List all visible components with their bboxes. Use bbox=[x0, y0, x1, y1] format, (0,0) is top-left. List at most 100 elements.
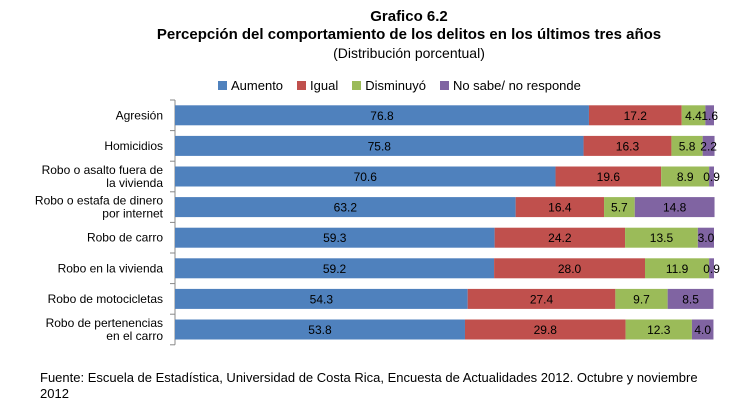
bar-segment-aumento bbox=[175, 288, 468, 309]
chart-legend: Aumento Igual Disminuyó No sabe/ no respond… bbox=[218, 78, 595, 93]
data-label: 8.9 bbox=[677, 170, 694, 184]
data-label: 8.5 bbox=[682, 292, 699, 306]
bar-segment-no-sabe-no-responde bbox=[709, 166, 714, 187]
chart-subtitle-2: (Distribución porcentual) bbox=[333, 45, 485, 61]
legend-label: Aumento bbox=[231, 78, 284, 93]
bar-segment-igual bbox=[588, 105, 682, 126]
category-label-line: en el carro bbox=[106, 329, 163, 343]
category-label-line: Robo o estafa de dinero bbox=[35, 194, 163, 208]
category-label-line: Robo o asalto fuera de bbox=[42, 163, 164, 177]
data-label: 5.7 bbox=[611, 201, 628, 215]
bar-segment-disminuy- bbox=[625, 319, 692, 340]
legend-swatch bbox=[297, 81, 307, 90]
category-label-line: la vivienda bbox=[106, 176, 163, 190]
data-label: 2.2 bbox=[700, 139, 717, 153]
data-label: 3.0 bbox=[698, 231, 715, 245]
bar-segment-disminuy- bbox=[615, 288, 668, 309]
legend-label: No sabe/ no responde bbox=[452, 78, 581, 93]
data-label: 14.8 bbox=[663, 201, 687, 215]
category-label: Homicidios bbox=[104, 139, 163, 153]
bar-segment-igual bbox=[583, 135, 672, 156]
bar-segment-disminuy- bbox=[645, 258, 710, 279]
data-label: 0.9 bbox=[703, 170, 720, 184]
bar-segment-no-sabe-no-responde bbox=[634, 197, 715, 218]
data-label: 13.5 bbox=[650, 231, 674, 245]
data-label: 4.4 bbox=[685, 109, 702, 123]
data-label: 29.8 bbox=[534, 323, 558, 337]
data-label: 70.6 bbox=[354, 170, 378, 184]
data-label: 0.9 bbox=[703, 262, 720, 276]
chart-titles: Grafico 6.2 Percepción del comportamient… bbox=[0, 8, 750, 62]
bar-segment-igual bbox=[494, 258, 646, 279]
legend-item: Igual bbox=[297, 78, 338, 93]
bar-segment-disminuy- bbox=[681, 105, 706, 126]
legend-item: No sabe/ no responde bbox=[439, 78, 581, 93]
category-label: Robo de pertenencias en el carro bbox=[46, 316, 164, 343]
data-label: 9.7 bbox=[633, 292, 650, 306]
data-label: 53.8 bbox=[308, 323, 332, 337]
category-label-line: por internet bbox=[102, 207, 163, 221]
chart-title: Grafico 6.2 bbox=[370, 8, 448, 25]
bar-segment-no-sabe-no-responde bbox=[697, 227, 714, 248]
bar-segment-igual bbox=[464, 319, 626, 340]
bar-segment-aumento bbox=[175, 319, 465, 340]
bar-segment-no-sabe-no-responde bbox=[691, 319, 714, 340]
bar-segment-disminuy- bbox=[604, 197, 635, 218]
category-label: Robo de motocicletas bbox=[48, 292, 163, 306]
bar-segment-disminuy- bbox=[661, 166, 710, 187]
category-label-line: Robo de motocicletas bbox=[48, 292, 163, 306]
data-label: 63.2 bbox=[334, 201, 358, 215]
legend-label: Disminuyó bbox=[365, 78, 426, 93]
data-label: 16.3 bbox=[616, 139, 640, 153]
category-label: Robo o estafa de dinero por internet bbox=[35, 194, 164, 221]
chart-subtitle: Percepción del comportamiento de los del… bbox=[156, 26, 662, 43]
data-label: 54.3 bbox=[310, 292, 334, 306]
data-label: 24.2 bbox=[548, 231, 572, 245]
legend-swatch bbox=[218, 81, 227, 90]
bar-segment-disminuy- bbox=[671, 135, 703, 156]
category-label-line: Robo de pertenencias bbox=[46, 316, 163, 330]
bar-segment-igual bbox=[515, 197, 605, 218]
category-label-line: Robo de carro bbox=[87, 231, 163, 245]
bar-segment-aumento bbox=[175, 105, 589, 126]
bar-segment-no-sabe-no-responde bbox=[667, 288, 714, 309]
category-label: Robo o asalto fuera de la vivienda bbox=[42, 163, 164, 190]
legend-item: Aumento bbox=[218, 78, 283, 93]
category-label-line: Robo en la vivienda bbox=[58, 261, 164, 275]
bar-segment-aumento bbox=[175, 227, 495, 248]
data-label: 1.6 bbox=[701, 109, 718, 123]
data-label: 27.4 bbox=[530, 292, 554, 306]
bar-segment-no-sabe-no-responde bbox=[709, 258, 714, 279]
bar-segment-igual bbox=[494, 227, 626, 248]
data-label: 11.9 bbox=[666, 262, 689, 276]
data-label: 16.4 bbox=[548, 201, 572, 215]
data-label: 12.3 bbox=[647, 323, 671, 337]
bar-segment-disminuy- bbox=[625, 227, 698, 248]
bar-segment-igual bbox=[555, 166, 662, 187]
category-label: Robo en la vivienda bbox=[58, 261, 164, 275]
category-label-line: Agresión bbox=[116, 108, 163, 122]
legend-swatch bbox=[352, 81, 362, 90]
data-label: 28.0 bbox=[558, 262, 582, 276]
legend-label: Igual bbox=[310, 78, 339, 93]
data-label: 76.8 bbox=[370, 109, 394, 123]
data-label: 59.3 bbox=[323, 231, 347, 245]
category-label: Robo de carro bbox=[87, 231, 163, 245]
legend-item: Disminuyó bbox=[352, 78, 426, 93]
data-label: 75.8 bbox=[368, 139, 392, 153]
data-label: 5.8 bbox=[679, 139, 696, 153]
data-label: 17.2 bbox=[624, 109, 648, 123]
data-label: 59.2 bbox=[323, 262, 347, 276]
bar-segment-igual bbox=[467, 288, 616, 309]
category-label-line: Homicidios bbox=[104, 139, 163, 153]
bar-segment-no-sabe-no-responde bbox=[705, 105, 714, 126]
source-note: Fuente: Escuela de Estadística, Universi… bbox=[40, 370, 698, 401]
bar-segment-aumento bbox=[175, 197, 516, 218]
bar-segment-no-sabe-no-responde bbox=[702, 135, 715, 156]
bar-segment-aumento bbox=[175, 166, 556, 187]
category-label: Agresión bbox=[116, 108, 163, 122]
bar-segment-aumento bbox=[175, 258, 495, 279]
legend-swatch bbox=[439, 81, 449, 90]
data-label: 19.6 bbox=[597, 170, 621, 184]
data-label: 4.0 bbox=[694, 323, 711, 337]
